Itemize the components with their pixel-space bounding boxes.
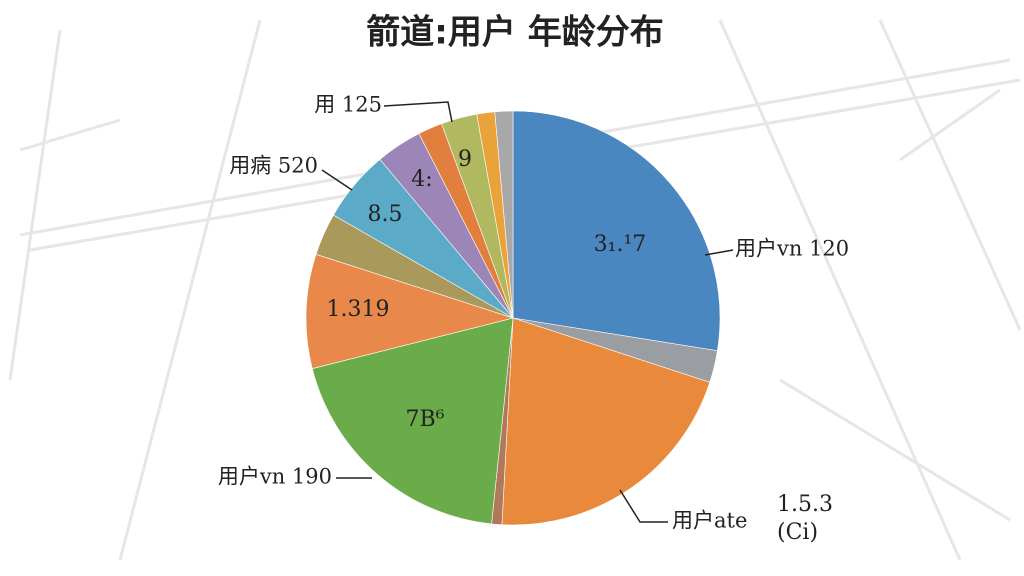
slice-label: 用病 520: [229, 154, 318, 178]
slice-label: 用 125: [314, 93, 382, 117]
annotation: 1.5.3: [777, 492, 833, 517]
pie-slice: [305, 253, 515, 369]
slice-label: 用户vn 120: [735, 237, 849, 261]
pie-slice: [512, 110, 721, 352]
annotation: 7B⁶: [406, 407, 445, 432]
chart-title: 箭道:用户 年龄分布: [366, 13, 663, 53]
leader-line: [619, 489, 668, 523]
pie-slice: [501, 317, 711, 526]
pie-slice: [311, 317, 514, 525]
annotation: 8.5: [368, 202, 403, 227]
leader-line: [321, 169, 353, 191]
annotation: 3₁.¹7: [594, 232, 647, 257]
pie-slice: [494, 110, 514, 319]
slice-label: 用户vn 190: [218, 465, 332, 489]
leader-line: [704, 249, 734, 256]
annotation: 9: [458, 147, 472, 172]
slice-label: 用户ate: [672, 509, 747, 533]
annotation: (Ci): [777, 520, 818, 545]
leader-line: [383, 101, 453, 123]
annotation: 1.319: [327, 297, 390, 322]
annotation: 4:: [411, 167, 432, 192]
